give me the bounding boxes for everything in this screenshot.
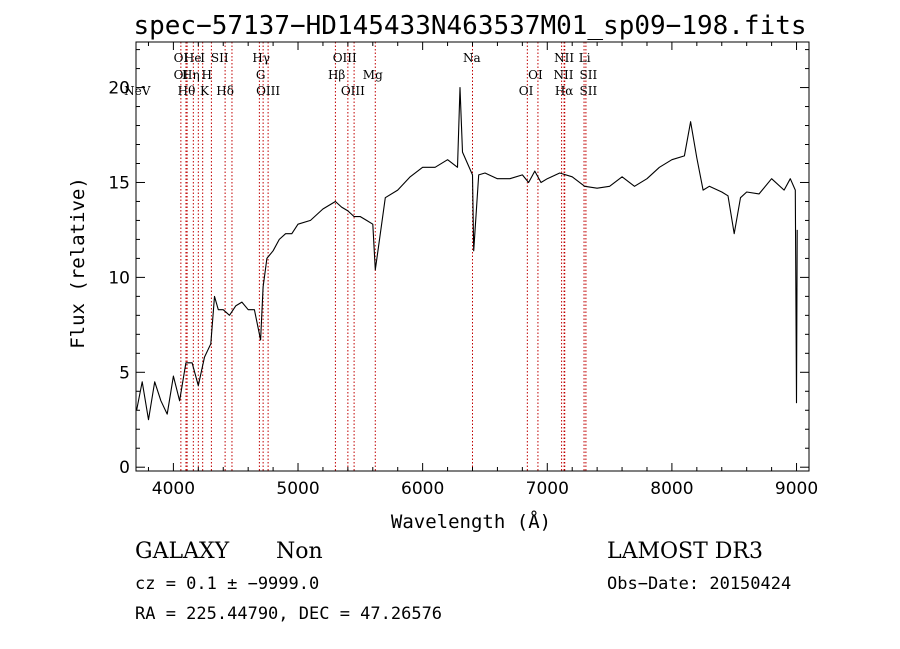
spectral-line-label: He	[184, 51, 202, 65]
spectral-line-label: NII	[553, 68, 573, 82]
x-axis-label: Wavelength (Å)	[391, 510, 551, 533]
chart-title: spec−57137−HD145433N463537M01_sp09−198.f…	[133, 11, 806, 41]
spectral-line-label: Hγ	[252, 51, 270, 65]
spectral-line-label: Hθ	[178, 84, 196, 98]
spectral-line-label: OIII	[256, 84, 280, 98]
y-tick-label: 5	[119, 363, 130, 383]
x-tick-label: 8000	[650, 479, 693, 499]
spectral-line-label: OIII	[333, 51, 357, 65]
object-class: GALAXY	[135, 539, 230, 564]
x-tick-label: 5000	[276, 479, 319, 499]
radec-line: RA = 225.44790, DEC = 47.26576	[135, 604, 442, 624]
redshift-line: cz = 0.1 ± −9999.0	[135, 574, 319, 594]
obs-date: Obs−Date: 20150424	[607, 574, 791, 594]
y-axis-label: Flux (relative)	[67, 177, 89, 349]
spectral-line-label: Hδ	[216, 84, 234, 98]
spectral-line-label: OI	[519, 84, 534, 98]
y-tick-label: 10	[108, 268, 130, 288]
spectral-line-label: Hβ	[328, 68, 345, 82]
spectral-line-label: OI	[528, 68, 543, 82]
y-tick-label: 15	[108, 173, 130, 193]
spectral-line-label: H	[202, 68, 212, 82]
object-subclass: Non	[276, 539, 323, 564]
spectral-line-label: NII	[554, 51, 574, 65]
spectral-line-label: Na	[463, 51, 481, 65]
spectral-line-label: I	[200, 51, 205, 65]
spectral-line-label: G	[256, 68, 266, 82]
spectral-line-label: K	[200, 84, 210, 98]
spectral-line-label: SII	[580, 68, 598, 82]
spectral-line-label: SII	[580, 84, 598, 98]
spectral-line-label: OI	[174, 68, 189, 82]
spectral-line-label: Hη	[182, 68, 200, 82]
spectral-line-label: OIII	[341, 84, 365, 98]
x-tick-label: 6000	[401, 479, 444, 499]
x-tick-label: 9000	[775, 479, 818, 499]
spectral-line-label: SII	[211, 51, 229, 65]
y-tick-label: 20	[108, 79, 130, 99]
x-tick-label: 7000	[526, 479, 569, 499]
survey-name: LAMOST DR3	[607, 539, 763, 564]
x-tick-label: 4000	[152, 479, 195, 499]
spectral-line-label: Mg	[363, 68, 383, 82]
spectrum-series-line	[136, 87, 798, 421]
spectral-line-label: OI	[174, 51, 189, 65]
spectral-line-label: Hα	[555, 84, 574, 98]
y-tick-label: 0	[119, 458, 130, 478]
spectral-line-label: Li	[579, 51, 591, 65]
